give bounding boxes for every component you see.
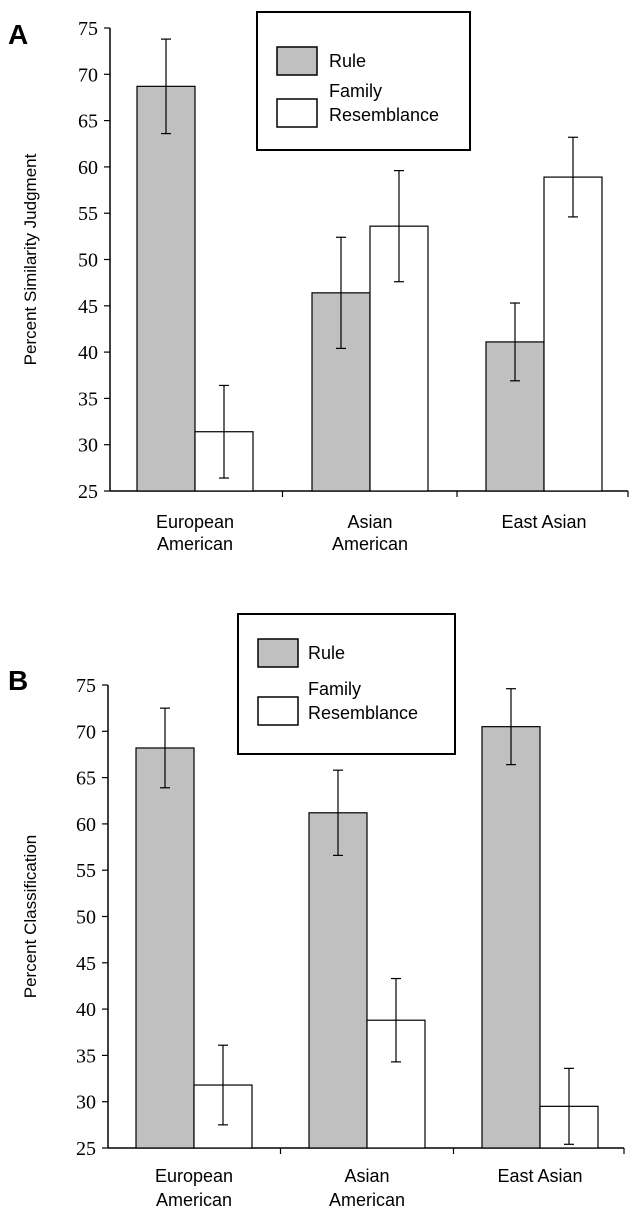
y-tick-label: 25 — [78, 481, 98, 503]
legend-swatch-family-resemblance — [276, 98, 318, 128]
legend-label-rule: Rule — [308, 643, 345, 663]
y-tick-label: 35 — [78, 388, 98, 410]
y-tick-label: 40 — [78, 342, 98, 364]
y-tick-label: 30 — [76, 1092, 96, 1114]
bar-rule — [136, 85, 196, 492]
y-tick-label: 50 — [76, 907, 96, 929]
y-axis-title: Percent Classification — [21, 835, 40, 998]
y-tick-label: 65 — [78, 111, 98, 133]
y-tick-label: 60 — [78, 157, 98, 179]
y-tick-label: 65 — [76, 768, 96, 790]
chart-panel-b: B 25 30 35 40 45 50 55 60 65 70 75 Percent Classific… — [8, 613, 625, 1210]
y-tick-label: 30 — [78, 435, 98, 457]
x-category-label: Asian — [344, 1166, 389, 1186]
bar-rule — [308, 812, 368, 1149]
panel-label: B — [8, 665, 28, 696]
y-tick-label: 40 — [76, 999, 96, 1021]
y-tick-label: 55 — [76, 860, 96, 882]
bar-family-resemblance — [543, 176, 603, 492]
y-tick-label: 70 — [76, 721, 96, 743]
bar-rule — [135, 747, 195, 1149]
legend-swatch-rule — [276, 46, 318, 76]
legend-box — [237, 613, 456, 755]
x-category-label: European — [155, 1166, 233, 1186]
y-tick-label: 45 — [78, 296, 98, 318]
x-category-label: East Asian — [497, 1166, 582, 1186]
x-category-label: European — [156, 512, 234, 532]
legend-label-family-resemblance: Family — [329, 81, 382, 101]
bar-rule — [481, 726, 541, 1149]
legend-label-family-resemblance: Resemblance — [308, 703, 418, 723]
y-tick-label: 50 — [78, 250, 98, 272]
legend-label-family-resemblance: Resemblance — [329, 105, 439, 125]
y-tick-label: 45 — [76, 953, 96, 975]
legend-label-family-resemblance: Family — [308, 679, 361, 699]
x-category-label: East Asian — [501, 512, 586, 532]
y-tick-label: 55 — [78, 203, 98, 225]
panel-label: A — [8, 19, 28, 50]
x-category-label: American — [332, 534, 408, 554]
legend-swatch-family-resemblance — [257, 696, 299, 726]
y-tick-label: 60 — [76, 814, 96, 836]
x-category-label: American — [157, 534, 233, 554]
x-category-label: American — [156, 1190, 232, 1210]
y-tick-label: 75 — [78, 18, 98, 40]
legend-swatch-rule — [257, 638, 299, 668]
y-tick-label: 35 — [76, 1045, 96, 1067]
legend: Rule Family Resemblance — [256, 11, 471, 151]
x-category-label: Asian — [347, 512, 392, 532]
y-tick-label: 70 — [78, 64, 98, 86]
y-tick-label: 25 — [76, 1138, 96, 1160]
chart-panel-a: A 25 30 35 40 45 50 55 60 65 70 75 Percent Similarit… — [8, 11, 629, 554]
y-tick-label: 75 — [76, 675, 96, 697]
x-category-label: American — [329, 1190, 405, 1210]
legend: Rule Family Resemblance — [237, 613, 456, 755]
y-axis-title: Percent Similarity Judgment — [21, 153, 40, 365]
legend-label-rule: Rule — [329, 51, 366, 71]
